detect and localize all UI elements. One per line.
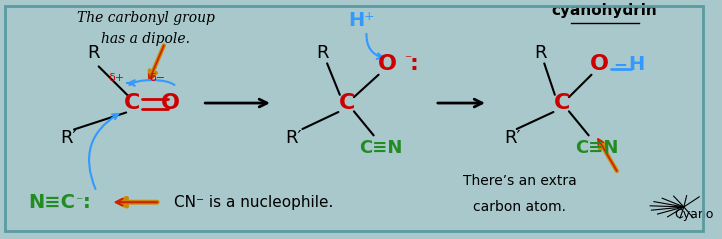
Text: O: O	[161, 93, 180, 113]
Text: has a dipole.: has a dipole.	[101, 32, 191, 46]
Text: cyanohydrin: cyanohydrin	[552, 4, 657, 18]
Text: :: :	[409, 54, 418, 74]
Text: C≡N: C≡N	[359, 139, 402, 157]
Text: N≡C: N≡C	[28, 193, 75, 212]
Text: H: H	[628, 54, 644, 74]
Text: C: C	[554, 93, 570, 113]
Text: +: +	[363, 10, 374, 23]
Text: −: −	[614, 55, 627, 73]
Text: δ−: δ−	[150, 73, 166, 83]
Text: carbon atom.: carbon atom.	[473, 200, 566, 214]
Text: C≡N: C≡N	[575, 139, 619, 157]
Text: C: C	[123, 93, 140, 113]
Text: O: O	[590, 54, 609, 74]
Text: R: R	[87, 44, 100, 62]
Text: CN⁻ is a nucleophile.: CN⁻ is a nucleophile.	[174, 195, 334, 210]
Text: R′: R′	[60, 130, 77, 147]
Text: R′: R′	[286, 130, 303, 147]
Text: R′: R′	[504, 130, 521, 147]
Text: R: R	[534, 44, 547, 62]
Text: ⁻: ⁻	[404, 54, 411, 68]
Text: C: C	[339, 93, 355, 113]
Text: :: :	[82, 193, 90, 212]
Text: ⁻: ⁻	[75, 195, 83, 209]
Text: The carbonyl group: The carbonyl group	[77, 11, 215, 25]
Text: R: R	[316, 44, 329, 62]
Text: Cyano: Cyano	[674, 207, 714, 221]
Text: There’s an extra: There’s an extra	[463, 174, 576, 188]
Text: O: O	[378, 54, 397, 74]
Text: δ+: δ+	[108, 73, 124, 83]
Text: H: H	[348, 11, 364, 30]
